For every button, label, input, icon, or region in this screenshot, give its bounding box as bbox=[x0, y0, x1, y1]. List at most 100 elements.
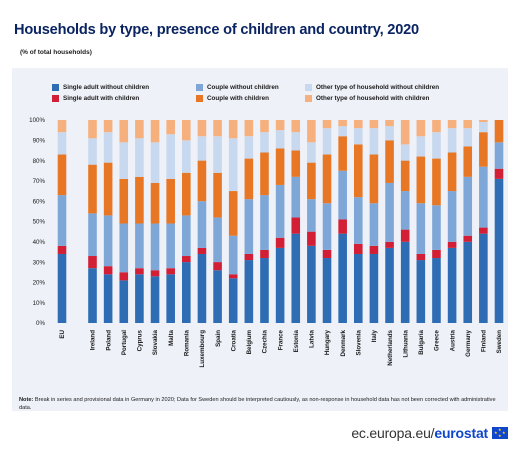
bar-segment bbox=[338, 126, 347, 137]
x-tick-label: Latvia bbox=[309, 329, 316, 347]
bar-segment bbox=[228, 138, 238, 192]
x-tick-label: Czechia bbox=[262, 329, 269, 353]
bar-segment bbox=[307, 231, 316, 246]
bar-segment bbox=[182, 215, 191, 257]
bar-segment bbox=[479, 132, 488, 167]
bar-segment bbox=[244, 260, 254, 323]
bar-segment bbox=[322, 128, 332, 155]
bar-segment bbox=[463, 235, 473, 242]
chart-legend: Single adult without children Single adu… bbox=[52, 84, 502, 106]
bar-segment bbox=[88, 256, 97, 269]
bar-segment bbox=[353, 197, 363, 244]
bar-segment bbox=[213, 270, 222, 323]
x-tick-label: Slovakia bbox=[152, 329, 159, 355]
bar-segment bbox=[432, 158, 441, 206]
y-tick-label: 20% bbox=[33, 280, 46, 287]
bar-segment bbox=[260, 152, 269, 196]
bar-segment bbox=[244, 158, 254, 200]
bar-segment bbox=[275, 184, 285, 238]
bar-segment bbox=[463, 241, 473, 323]
bar-segment bbox=[135, 223, 144, 269]
bar-segment bbox=[135, 268, 144, 275]
bar-segment bbox=[416, 120, 426, 137]
x-tick-label: Slovenia bbox=[355, 329, 362, 355]
bar-segment bbox=[447, 128, 457, 153]
legend-swatch bbox=[196, 84, 203, 91]
bar-segment bbox=[463, 176, 473, 236]
bar-segment bbox=[150, 182, 160, 224]
x-tick-label: Hungary bbox=[324, 329, 331, 355]
bar-segment bbox=[182, 120, 191, 141]
bar-segment bbox=[400, 120, 410, 145]
legend-label: Couple without children bbox=[207, 84, 279, 91]
legend-label: Single adult with children bbox=[63, 95, 140, 102]
bar-segment bbox=[260, 195, 269, 250]
bar-segment bbox=[307, 245, 316, 323]
bar-segment bbox=[322, 249, 332, 259]
bar-segment bbox=[432, 205, 441, 250]
bar-segment bbox=[103, 274, 113, 323]
x-tick-label: Poland bbox=[105, 330, 112, 351]
bar-segment bbox=[322, 120, 332, 129]
bar-segment bbox=[369, 203, 379, 246]
bar-segment bbox=[400, 160, 410, 192]
bar-segment bbox=[260, 120, 269, 133]
bar-segment bbox=[338, 170, 347, 220]
bar-segment bbox=[57, 245, 67, 254]
x-tick-label: Cyprus bbox=[137, 329, 144, 351]
chart-title: Households by type, presence of children… bbox=[14, 22, 419, 38]
bar-segment bbox=[182, 140, 191, 173]
bar-segment bbox=[228, 278, 238, 323]
bar-segment bbox=[322, 203, 332, 250]
bar-segment bbox=[385, 140, 394, 183]
bar-segment bbox=[432, 258, 441, 323]
bar-segment bbox=[197, 120, 207, 137]
legend-item-single-adult-without-children: Single adult without children bbox=[52, 84, 149, 91]
bar-segment bbox=[197, 201, 207, 248]
bar-segment bbox=[307, 162, 316, 200]
bar-segment bbox=[150, 223, 160, 271]
x-tick-label: Finland bbox=[481, 330, 488, 352]
bar-segment bbox=[260, 249, 269, 259]
y-tick-label: 40% bbox=[33, 239, 46, 246]
bar-segment bbox=[166, 120, 175, 135]
bar-segment bbox=[228, 191, 238, 236]
bar-segment bbox=[385, 120, 394, 127]
bar-segment bbox=[385, 241, 394, 248]
bar-segment bbox=[479, 166, 488, 228]
bar-segment bbox=[275, 247, 285, 323]
bar-segment bbox=[479, 122, 488, 133]
bar-segment bbox=[260, 258, 269, 323]
bar-segment bbox=[103, 120, 113, 133]
y-tick-label: 30% bbox=[33, 259, 46, 266]
bar-segment bbox=[338, 233, 347, 323]
bar-segment bbox=[369, 245, 379, 254]
bar-segment bbox=[88, 138, 97, 165]
note-label: Note: bbox=[19, 397, 34, 403]
chart-note: Note: Break in series and provisional da… bbox=[19, 397, 499, 412]
bar-segment bbox=[447, 241, 457, 248]
x-tick-label: Estonia bbox=[293, 329, 300, 352]
bar-segment bbox=[479, 227, 488, 234]
bar-segment bbox=[291, 132, 301, 151]
bar-segment bbox=[463, 146, 473, 177]
bar-segment bbox=[400, 241, 410, 323]
bar-segment bbox=[57, 253, 67, 323]
x-tick-label: Luxembourg bbox=[199, 330, 206, 368]
bar-segment bbox=[57, 195, 67, 246]
footer-source: ec.europa.eu/eurostat ★ ★ ★ ★ bbox=[351, 425, 508, 441]
legend-item-other-with-children: Other type of household with children bbox=[305, 95, 429, 102]
y-tick-label: 60% bbox=[33, 198, 46, 205]
chart-subtitle: (% of total households) bbox=[20, 49, 92, 56]
bar-segment bbox=[119, 223, 129, 273]
x-tick-label: Italy bbox=[371, 329, 378, 342]
bar-segment bbox=[135, 274, 144, 323]
bar-segment bbox=[103, 266, 113, 275]
bar-segment bbox=[369, 253, 379, 323]
legend-swatch bbox=[305, 84, 312, 91]
bar-segment bbox=[494, 142, 504, 169]
x-tick-label: EU bbox=[59, 329, 66, 338]
bar-segment bbox=[135, 176, 144, 224]
bar-segment bbox=[307, 199, 316, 232]
